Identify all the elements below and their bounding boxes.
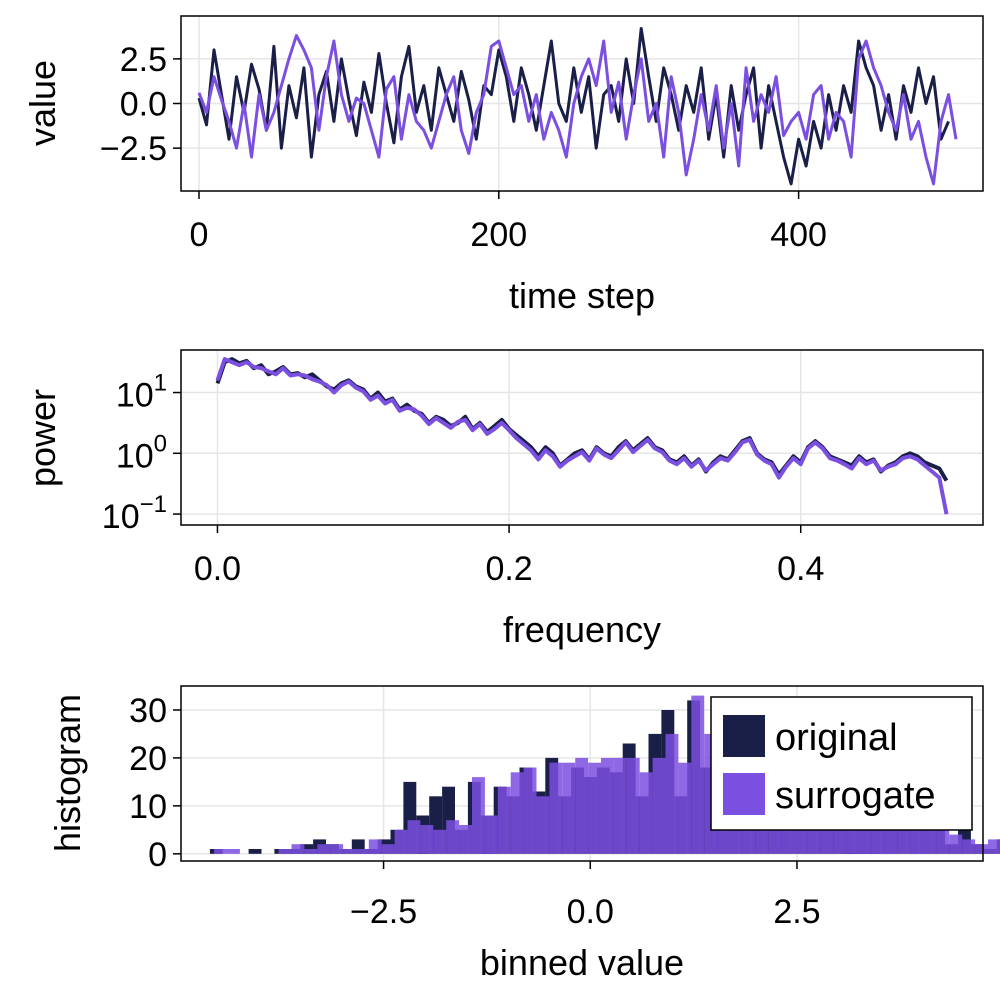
histogram-bar-surrogate (949, 834, 963, 854)
histogram-bar-surrogate (459, 825, 472, 854)
legend: original surrogate (710, 696, 973, 831)
histogram-axes-frame (180, 685, 984, 862)
histogram-bar-surrogate (639, 772, 653, 854)
spectrum-xtick-label: 0.0 (194, 550, 241, 588)
histogram-bar-surrogate (227, 849, 240, 854)
histogram-bar-surrogate (433, 829, 447, 854)
histogram-bar-surrogate (691, 695, 705, 854)
histogram-bar-surrogate (394, 829, 408, 854)
histogram-xtick-label: 0.0 (567, 893, 614, 931)
histogram-ylabel: histogram (47, 694, 88, 852)
spectrum-ylabel: power (22, 389, 63, 487)
spectrum-xtick-label: 0.2 (485, 550, 532, 588)
timeseries-xtick-label: 400 (770, 216, 827, 254)
histogram-xtick-label: 2.5 (773, 893, 820, 931)
histogram-bar-surrogate (678, 762, 692, 854)
histogram-bar-surrogate (601, 757, 614, 854)
histogram-ytick-label: 20 (129, 740, 167, 778)
histogram-ytick-label: 30 (129, 692, 167, 730)
histogram-bar-surrogate (343, 849, 356, 854)
timeseries-ytick-label: −2.5 (100, 130, 167, 168)
histogram-bar-surrogate (562, 762, 576, 854)
histogram-bar-surrogate (407, 820, 421, 854)
histogram-bar-surrogate (962, 839, 976, 854)
timeseries-ylabel: value (22, 60, 63, 146)
histogram-bar-surrogate (652, 757, 666, 854)
histogram-bar-surrogate (472, 777, 485, 854)
histogram-bar-surrogate (510, 772, 524, 854)
histogram-bar-surrogate (665, 733, 679, 854)
spectrum-ytick-base: 10 (116, 377, 154, 415)
spectrum-line-surrogate (215, 357, 949, 515)
spectrum-lines (215, 357, 949, 515)
histogram-bar-surrogate (368, 839, 382, 854)
spectrum-axes-frame (180, 349, 984, 526)
histogram-bar-surrogate (317, 844, 331, 854)
histogram-bar-surrogate (575, 757, 589, 854)
histogram-bar-surrogate (626, 757, 640, 854)
histogram-bar-surrogate (923, 825, 937, 854)
histogram-ytick-label: 0 (148, 836, 167, 874)
timeseries-ytick-label: 0.0 (120, 86, 167, 124)
spectrum-ytick-label: 101 (116, 370, 167, 415)
timeseries-ticks: 0 200 400 2.5 0.0 −2.5 (100, 41, 827, 254)
histogram-bar-surrogate (497, 786, 511, 854)
histogram-bar-surrogate (356, 849, 369, 854)
legend-swatch-surrogate (723, 773, 765, 815)
histogram-bar-surrogate (304, 849, 318, 854)
timeseries-panel: 0 200 400 2.5 0.0 −2.5 time step value (22, 15, 984, 316)
histogram-xlabel: binned value (480, 942, 684, 983)
histogram-bar-surrogate (214, 849, 227, 854)
timeseries-xlabel: time step (509, 275, 655, 316)
histogram-bar-original (248, 849, 262, 854)
histogram-bar-surrogate (484, 815, 498, 854)
histogram-bar-surrogate (523, 767, 537, 854)
timeseries-xtick-label: 0 (190, 216, 209, 254)
histogram-bar-surrogate (446, 820, 460, 854)
spectrum-ytick-exponent: 1 (154, 370, 167, 397)
legend-label-surrogate: surrogate (775, 775, 936, 817)
histogram-bar-surrogate (613, 757, 627, 854)
histogram-bar-surrogate (381, 844, 395, 854)
spectrum-ytick-base: 10 (102, 498, 140, 536)
histogram-bar-surrogate (291, 844, 305, 854)
histogram-bar-surrogate (936, 829, 950, 854)
histogram-xtick-label: −2.5 (350, 893, 417, 931)
spectrum-xlabel: frequency (503, 609, 661, 650)
timeseries-lines (197, 27, 958, 186)
histogram-bar-surrogate (536, 796, 550, 854)
histogram-ytick-label: 10 (129, 788, 167, 826)
timeseries-line-surrogate (197, 34, 958, 186)
spectrum-xtick-label: 0.4 (777, 550, 824, 588)
histogram-bar-surrogate (988, 839, 1000, 854)
histogram-bar-surrogate (975, 844, 988, 854)
spectrum-ytick-label: 100 (116, 430, 167, 475)
legend-label-original: original (775, 717, 898, 759)
spectrum-ytick-exponent: 0 (154, 430, 167, 457)
spectrum-ytick-base: 10 (116, 437, 154, 475)
histogram-bar-surrogate (420, 825, 434, 854)
histogram-bar-surrogate (330, 844, 344, 854)
histogram-bar-surrogate (588, 762, 601, 854)
spectrum-ytick-label: 10−1 (102, 491, 167, 536)
timeseries-xtick-label: 200 (470, 216, 527, 254)
legend-swatch-original (723, 715, 765, 757)
timeseries-line-original (197, 27, 950, 186)
histogram-panel: −2.5 0.0 2.5 0 10 20 30 binned value histogram… (47, 685, 1000, 983)
histogram-bar-surrogate (549, 762, 563, 854)
spectrum-ytick-exponent: −1 (140, 491, 167, 518)
timeseries-ytick-label: 2.5 (120, 41, 167, 79)
histogram-ticks: −2.5 0.0 2.5 0 10 20 30 (129, 692, 820, 931)
histogram-bar-surrogate (278, 849, 292, 854)
